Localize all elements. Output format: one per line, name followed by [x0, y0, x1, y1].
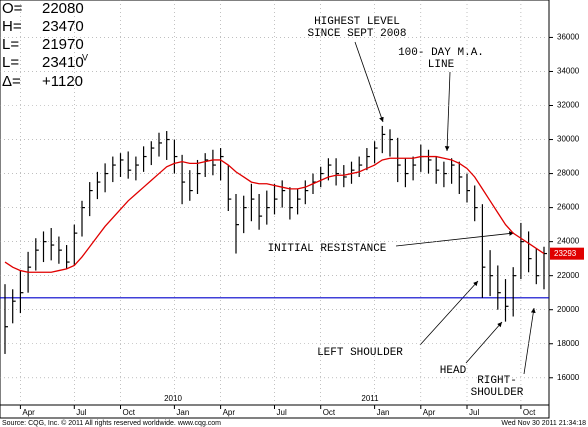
stat-value: 21970: [42, 36, 84, 53]
last-price-label: 23293: [554, 249, 577, 258]
y-tick-label: 18000: [557, 339, 580, 348]
annotation: LINE: [428, 59, 455, 71]
y-tick-label: 20000: [557, 305, 580, 314]
x-tick-label: Jul: [76, 408, 86, 417]
x-tick-label: Apr: [423, 408, 436, 417]
y-tick-label: 36000: [557, 33, 580, 42]
y-tick-label: 22000: [557, 271, 580, 280]
y-tick-label: 26000: [557, 203, 580, 212]
arrow: [465, 321, 503, 364]
arrow: [419, 280, 479, 346]
arrow: [523, 307, 536, 375]
stat-key: O=: [2, 0, 23, 17]
annotation: SINCE SEPT 2008: [307, 28, 406, 40]
x-tick-label: Jul: [469, 408, 479, 417]
source: Source: CQG, Inc. © 2011 All rights rese…: [2, 419, 221, 427]
annotation: HEAD: [440, 365, 467, 377]
x-tick-label: Jul: [277, 408, 287, 417]
stat-sup: V: [82, 52, 88, 62]
arrow: [444, 71, 451, 152]
last-price-tag: [550, 247, 584, 260]
x-tick-label: Oct: [123, 408, 136, 417]
stat-key: L=: [2, 54, 19, 71]
x-tick-label: Oct: [523, 408, 536, 417]
y-tick-label: 34000: [557, 67, 580, 76]
annotation: RIGHT-: [477, 375, 517, 387]
year-label: 2010: [164, 394, 182, 403]
stat-key: L=: [2, 36, 19, 53]
x-tick-label: Jan: [377, 408, 390, 417]
stat-key: Δ=: [2, 73, 21, 90]
y-tick-label: 28000: [557, 169, 580, 178]
x-tick-label: Jan: [176, 408, 189, 417]
x-tick-label: Oct: [323, 408, 336, 417]
stat-value: 23410: [42, 54, 84, 71]
stat-value: +1120: [42, 73, 83, 90]
stat-value: 22080: [42, 0, 84, 17]
arrows: [354, 41, 536, 375]
stat-key: H=: [2, 18, 22, 35]
annotation: SHOULDER: [471, 387, 524, 399]
arrow: [395, 231, 515, 247]
timestamp: Wed Nov 30 2011 21:34:18: [501, 420, 586, 427]
annotation: 100- DAY M.A.: [398, 47, 484, 59]
stat-value: 23470: [42, 18, 84, 35]
annotation: LEFT SHOULDER: [317, 347, 403, 359]
x-tick-label: Apr: [223, 408, 236, 417]
y-tick-label: 24000: [557, 237, 580, 246]
y-tick-label: 30000: [557, 135, 580, 144]
y-tick-label: 32000: [557, 101, 580, 110]
y-tick-label: 16000: [557, 373, 580, 382]
x-tick-label: Apr: [22, 408, 35, 417]
arrow: [354, 41, 384, 123]
year-label: 2011: [361, 394, 379, 403]
annotation: HIGHEST LEVEL: [314, 16, 400, 28]
annotation: INITIAL RESISTANCE: [268, 243, 387, 255]
moving-average: [4, 155, 545, 273]
